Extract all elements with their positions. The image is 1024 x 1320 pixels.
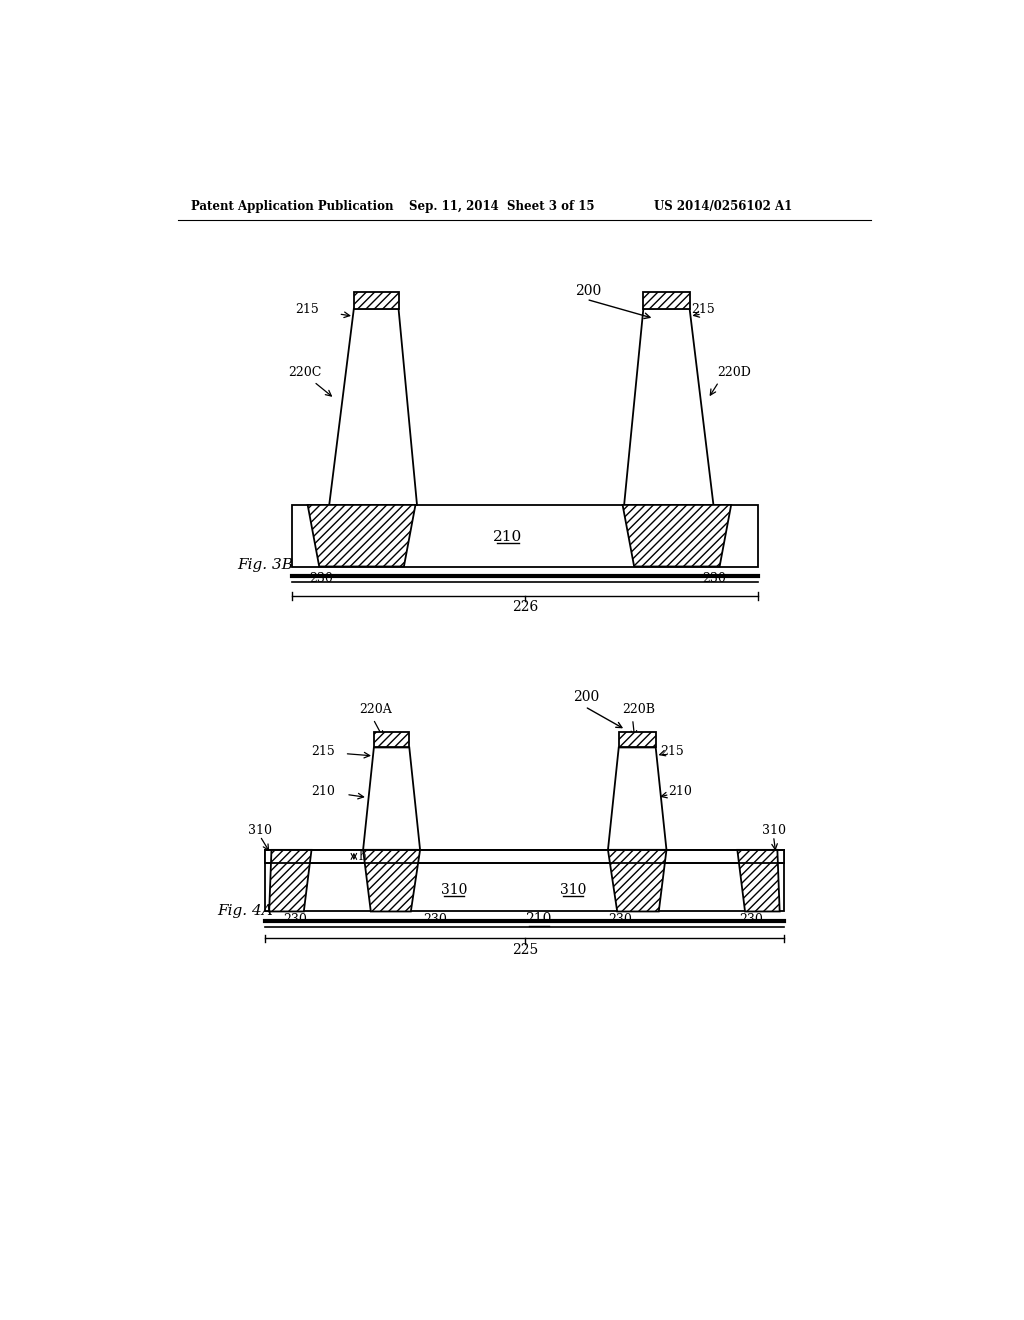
Text: 226: 226	[512, 601, 538, 614]
Polygon shape	[269, 850, 311, 911]
Text: 210: 210	[310, 785, 335, 797]
Polygon shape	[608, 747, 667, 850]
Text: Sep. 11, 2014  Sheet 3 of 15: Sep. 11, 2014 Sheet 3 of 15	[410, 199, 595, 213]
Text: 220C: 220C	[289, 366, 322, 379]
Text: 310: 310	[560, 883, 587, 896]
Text: 230: 230	[608, 912, 632, 925]
Polygon shape	[354, 292, 398, 309]
Text: 225: 225	[512, 942, 538, 957]
Text: 210: 210	[494, 531, 522, 544]
Text: 200: 200	[573, 690, 600, 705]
Polygon shape	[618, 733, 655, 747]
Text: 215: 215	[296, 302, 319, 315]
Polygon shape	[364, 850, 420, 911]
Text: 220B: 220B	[622, 704, 654, 717]
Polygon shape	[737, 850, 779, 911]
Text: 230: 230	[283, 912, 307, 925]
Polygon shape	[307, 506, 416, 566]
Polygon shape	[374, 733, 410, 747]
Text: US 2014/0256102 A1: US 2014/0256102 A1	[654, 199, 793, 213]
Polygon shape	[623, 506, 731, 566]
Polygon shape	[625, 309, 714, 506]
Text: 230: 230	[701, 572, 726, 585]
Text: Patent Application Publication: Patent Application Publication	[190, 199, 393, 213]
Text: 230: 230	[739, 912, 763, 925]
Bar	[265, 850, 783, 911]
Text: 310: 310	[248, 824, 271, 837]
Text: 200: 200	[574, 284, 601, 298]
Text: 310: 310	[762, 824, 786, 837]
Bar	[292, 504, 758, 566]
Polygon shape	[364, 747, 420, 850]
Text: 215: 215	[691, 302, 715, 315]
Text: h: h	[358, 850, 367, 862]
Bar	[265, 850, 783, 863]
Text: 230: 230	[423, 912, 447, 925]
Text: 230: 230	[309, 572, 333, 585]
Polygon shape	[608, 850, 667, 911]
Text: 310: 310	[440, 883, 467, 896]
Text: 220A: 220A	[359, 704, 392, 717]
Text: 220D: 220D	[717, 366, 752, 379]
Polygon shape	[643, 292, 689, 309]
Text: Fig. 4A: Fig. 4A	[217, 904, 272, 919]
Text: Fig. 3B: Fig. 3B	[237, 558, 293, 572]
Polygon shape	[330, 309, 417, 506]
Text: 210: 210	[525, 912, 552, 927]
Text: 215: 215	[660, 744, 684, 758]
Text: 210: 210	[668, 785, 692, 797]
Text: 215: 215	[311, 744, 335, 758]
